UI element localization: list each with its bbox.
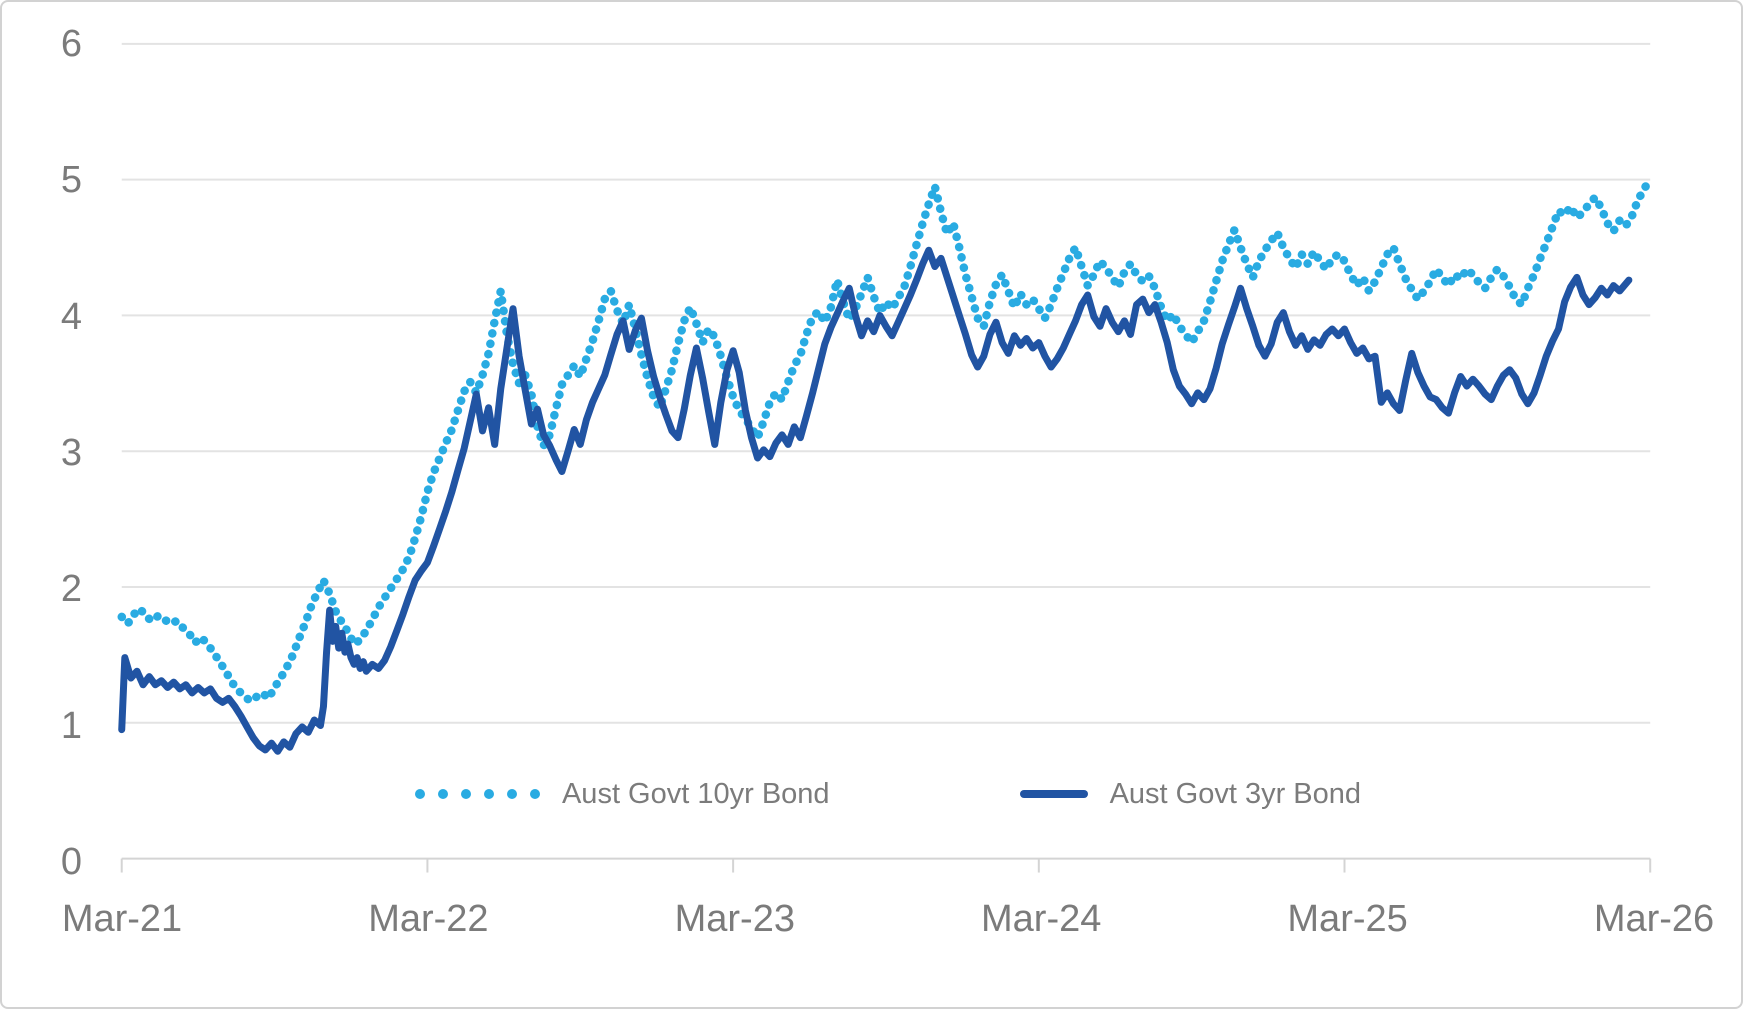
- dotted-line-swatch-icon: [414, 789, 540, 799]
- y-axis-label-5: 5: [60, 159, 82, 202]
- legend-label-3yr-bond: Aust Govt 3yr Bond: [1109, 777, 1362, 810]
- legend-item-10yr-bond: Aust Govt 10yr Bond: [414, 777, 830, 811]
- x-axis-label-Mar-21: Mar-21: [61, 898, 183, 940]
- series-aust-govt-3yr-bond: [118, 246, 1633, 755]
- y-axis-label-4: 4: [60, 295, 82, 338]
- y-axis-label-2: 2: [60, 568, 82, 611]
- legend-item-3yr-bond: Aust Govt 3yr Bond: [1019, 777, 1362, 811]
- y-axis-label-3: 3: [60, 432, 82, 474]
- legend-label-10yr-bond: Aust Govt 10yr Bond: [561, 777, 830, 810]
- y-axis-label-1: 1: [60, 704, 82, 747]
- x-axis-label-Mar-23: Mar-23: [674, 898, 795, 940]
- legend: Aust Govt 10yr Bond Aust Govt 3yr Bond: [122, 768, 1654, 820]
- x-axis-label-Mar-26: Mar-26: [1593, 898, 1715, 940]
- x-axis-label-Mar-24: Mar-24: [981, 898, 1102, 940]
- solid-line-swatch-icon: [1019, 790, 1088, 798]
- y-axis-label-0: 0: [60, 841, 82, 883]
- x-axis-label-Mar-25: Mar-25: [1287, 898, 1408, 940]
- y-axis-label-6: 6: [60, 23, 82, 65]
- series-aust-govt-10yr-bond: [117, 174, 1655, 706]
- x-axis-label-Mar-22: Mar-22: [368, 898, 489, 940]
